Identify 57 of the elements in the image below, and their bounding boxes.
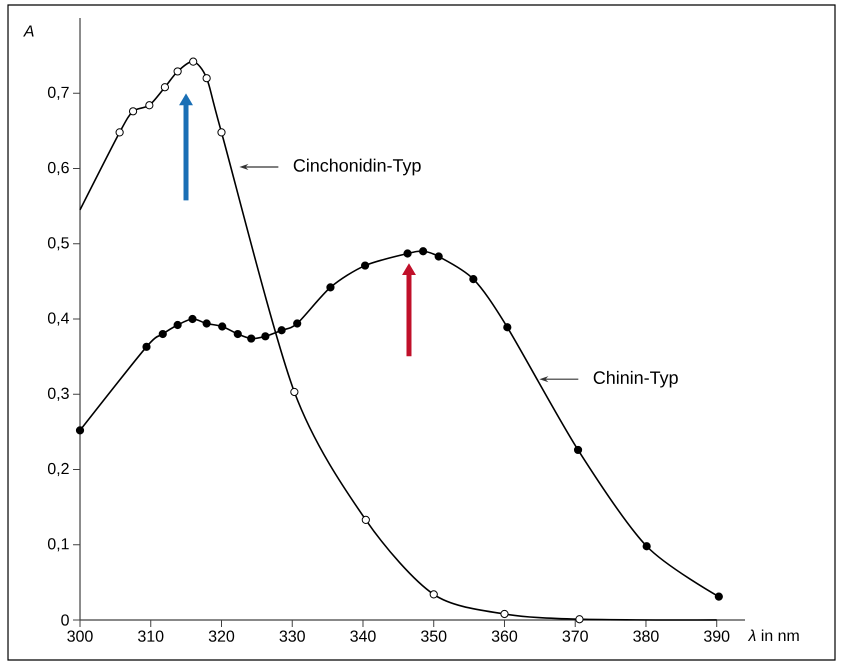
point [142,342,151,351]
x-tick-label: 380 [633,630,659,642]
point [158,330,167,338]
point [116,128,124,136]
point [174,67,182,76]
point [290,388,298,396]
point [503,323,512,332]
annotation: Cinchonidin-Typ [294,158,421,176]
x-tick-label: 320 [208,630,234,642]
x-tick-label: 360 [492,630,518,642]
y-tick-label: 0 [61,614,69,626]
point [188,314,197,324]
y-tick-label: 0,5 [48,237,69,250]
x-tick-label: 300 [67,630,93,642]
point [430,590,438,598]
point [202,74,211,82]
y-tick-label: 0,6 [48,162,69,176]
point [128,107,138,116]
point [218,322,226,331]
point [574,446,582,454]
point [293,319,302,328]
point [575,615,584,624]
point [202,319,211,328]
point [145,101,154,110]
point [714,592,723,601]
point [247,334,256,343]
y-tick-label: 0,4 [48,312,70,326]
point [278,326,286,334]
x-tick-label: 390 [704,630,730,642]
y-tick-label: 0,2 [48,462,69,476]
y-tick-label: 0,3 [48,388,69,401]
x-tick-label: 310 [138,630,164,642]
point [469,275,478,284]
point [642,542,651,550]
point [362,516,370,524]
point [326,283,335,292]
point [189,58,198,66]
point [500,610,509,618]
x-tick-label: 340 [350,630,376,642]
point [174,320,182,330]
x-axis-title: λ in nm [748,630,799,642]
y-axis-title: A [23,26,34,36]
point [76,426,84,434]
x-tick-label: 350 [421,630,446,642]
point [160,83,170,92]
point [234,330,242,338]
x-tick-label: 370 [562,630,588,642]
point [419,247,428,256]
annotation: Chinin-Typ [594,370,678,388]
x-tick-label: 330 [280,630,305,642]
point [434,252,443,261]
y-tick-label: 0,7 [48,86,69,100]
y-tick-label: 0,1 [48,538,69,552]
point [217,128,226,136]
point [361,261,370,270]
point [403,249,412,258]
point [261,332,270,340]
